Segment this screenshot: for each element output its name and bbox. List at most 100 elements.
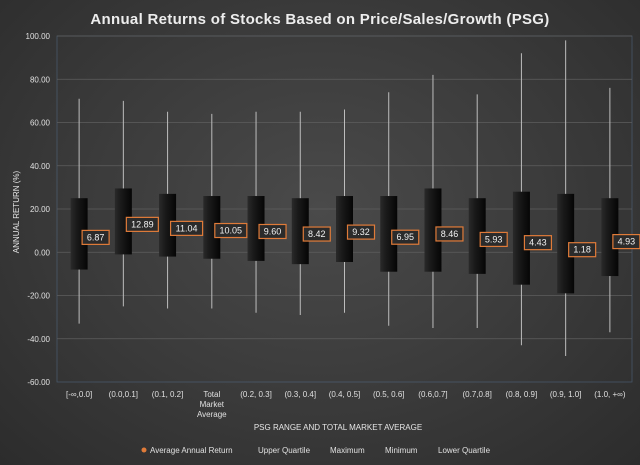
x-tick-label: (0.5, 0.6] bbox=[373, 390, 405, 399]
x-tick-label-line: [-∞,0.0] bbox=[66, 390, 92, 399]
average-data-label: 12.89 bbox=[131, 219, 154, 229]
average-data-label: 8.46 bbox=[441, 229, 459, 239]
average-data-label: 10.05 bbox=[220, 226, 243, 236]
average-data-label: 4.43 bbox=[529, 238, 547, 248]
y-tick-label: 80.00 bbox=[30, 75, 51, 84]
quartile-box bbox=[601, 198, 619, 277]
quartile-box bbox=[424, 188, 442, 272]
box-layer bbox=[70, 188, 619, 294]
x-tick-label: (0.8, 0.9] bbox=[506, 390, 538, 399]
y-tick-label: 40.00 bbox=[30, 162, 51, 171]
x-tick-label: (0.3, 0.4] bbox=[284, 390, 316, 399]
average-data-label: 1.18 bbox=[573, 245, 591, 255]
average-label-box bbox=[346, 224, 376, 240]
quartile-box bbox=[70, 198, 88, 270]
y-axis-ticks: -60.00 -40.00 -20.00 0.00 20.00 40.00 60.00 80.… bbox=[26, 32, 51, 387]
legend-entry: Average Annual Return bbox=[150, 446, 233, 455]
x-axis-title: PSG RANGE AND TOTAL MARKET AVERAGE bbox=[254, 423, 422, 432]
grid-layer bbox=[57, 35, 632, 340]
quartile-box bbox=[291, 198, 309, 265]
average-data-label: 5.93 bbox=[485, 234, 503, 244]
average-label-box bbox=[258, 223, 287, 240]
y-tick-label: 60.00 bbox=[30, 119, 51, 128]
quartile-box bbox=[247, 196, 265, 261]
average-marker: 8.42 bbox=[302, 226, 331, 242]
average-label-box bbox=[568, 242, 597, 258]
average-marker: 6.87 bbox=[81, 229, 110, 245]
average-marker: 6.95 bbox=[391, 229, 420, 245]
x-tick-label: (1.0, +∞) bbox=[594, 390, 626, 399]
quartile-box bbox=[380, 196, 398, 272]
x-tick-label: (0.0,0.1] bbox=[109, 390, 138, 399]
x-tick-label-line: (0.6,0.7] bbox=[418, 390, 447, 399]
average-label-box bbox=[125, 216, 159, 232]
average-label-box bbox=[523, 235, 553, 251]
quartile-box bbox=[512, 191, 530, 285]
average-marker: 10.05 bbox=[214, 222, 248, 239]
x-tick-label: (0.7,0.8] bbox=[463, 390, 492, 399]
x-tick-label: (0.1, 0.2] bbox=[152, 390, 184, 399]
x-tick-label-line: Average bbox=[197, 410, 227, 419]
average-label-box bbox=[302, 226, 331, 242]
y-tick-label: 100.00 bbox=[26, 32, 51, 41]
y-tick-label: 20.00 bbox=[30, 205, 51, 214]
x-tick-label-line: (0.5, 0.6] bbox=[373, 390, 405, 399]
x-tick-label-line: Market bbox=[200, 400, 225, 409]
average-data-label: 4.93 bbox=[618, 237, 636, 247]
average-marker: 5.93 bbox=[479, 231, 508, 248]
average-label-box bbox=[435, 226, 464, 242]
average-data-label: 9.32 bbox=[352, 227, 370, 237]
quartile-box bbox=[114, 188, 132, 255]
x-tick-label: (0.2, 0.3] bbox=[240, 390, 272, 399]
legend-marker bbox=[141, 447, 147, 453]
average-marker: 9.32 bbox=[346, 224, 376, 240]
average-marker: 12.89 bbox=[125, 216, 159, 232]
average-data-label: 9.60 bbox=[264, 226, 282, 236]
average-label-box bbox=[479, 231, 508, 248]
y-axis-title: ANNUAL RETURN (%) bbox=[12, 170, 21, 253]
x-tick-label: (0.9, 1.0] bbox=[550, 390, 582, 399]
x-axis-ticks: [-∞,0.0] (0.0,0.1] (0.1, 0.2] Total Market Av… bbox=[66, 390, 626, 419]
average-label-box bbox=[169, 220, 204, 236]
x-tick-label-line: (0.3, 0.4] bbox=[284, 390, 316, 399]
average-marker: 4.93 bbox=[612, 233, 640, 250]
quartile-box bbox=[468, 198, 486, 274]
quartile-box bbox=[336, 196, 353, 262]
legend-entry: Maximum bbox=[330, 446, 365, 455]
x-tick-label-line: (0.7,0.8] bbox=[463, 390, 492, 399]
average-marker: 11.04 bbox=[169, 220, 204, 236]
x-tick-label-line: (0.0,0.1] bbox=[109, 390, 138, 399]
average-marker: 9.60 bbox=[258, 223, 287, 240]
average-label-box bbox=[391, 229, 420, 245]
legend-entry: Upper Quartile bbox=[258, 446, 311, 455]
average-label-box bbox=[214, 222, 248, 239]
y-tick-label: -60.00 bbox=[27, 378, 50, 387]
average-data-label: 11.04 bbox=[176, 223, 198, 233]
quartile-box bbox=[159, 193, 177, 257]
x-tick-label: (0.4, 0.5] bbox=[329, 390, 361, 399]
average-data-label: 8.42 bbox=[308, 229, 326, 239]
average-marker: 1.18 bbox=[568, 242, 597, 258]
x-tick-label-line: (0.2, 0.3] bbox=[240, 390, 272, 399]
average-label-box bbox=[81, 229, 110, 245]
chart-title: Annual Returns of Stocks Based on Price/… bbox=[90, 11, 549, 28]
y-tick-label: -20.00 bbox=[27, 292, 50, 301]
x-tick-label: Total Market Average bbox=[197, 390, 227, 419]
average-data-label: 6.95 bbox=[396, 232, 414, 242]
y-tick-label: -40.00 bbox=[27, 335, 50, 344]
average-data-label: 6.87 bbox=[87, 232, 105, 242]
x-tick-label-line: (0.8, 0.9] bbox=[506, 390, 538, 399]
quartile-box bbox=[203, 196, 221, 259]
y-tick-label: 0.00 bbox=[34, 248, 50, 257]
average-marker: 8.46 bbox=[435, 226, 464, 242]
x-tick-label-line: (1.0, +∞) bbox=[594, 390, 626, 399]
legend-entry: Minimum bbox=[385, 446, 418, 455]
x-tick-label-line: Total bbox=[203, 390, 220, 399]
x-tick-label: [-∞,0.0] bbox=[66, 390, 92, 399]
legend-entry: Lower Quartile bbox=[438, 446, 491, 455]
data-label-layer: 6.87 12.89 11.04 10.05 9.60 8.42 9.32 6.95 8.46 5… bbox=[81, 216, 640, 258]
x-tick-label-line: (0.1, 0.2] bbox=[152, 390, 184, 399]
x-tick-label-line: (0.4, 0.5] bbox=[329, 390, 361, 399]
